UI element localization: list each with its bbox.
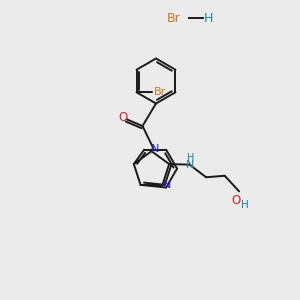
Text: O: O	[232, 194, 241, 207]
Text: Br: Br	[167, 11, 181, 25]
Text: N: N	[151, 144, 159, 154]
Text: H: H	[187, 153, 194, 163]
Text: N: N	[186, 160, 194, 170]
Text: O: O	[119, 111, 128, 124]
Text: H: H	[204, 11, 213, 25]
Text: N: N	[162, 180, 171, 190]
Text: H: H	[241, 200, 248, 210]
Text: Br: Br	[154, 87, 166, 97]
